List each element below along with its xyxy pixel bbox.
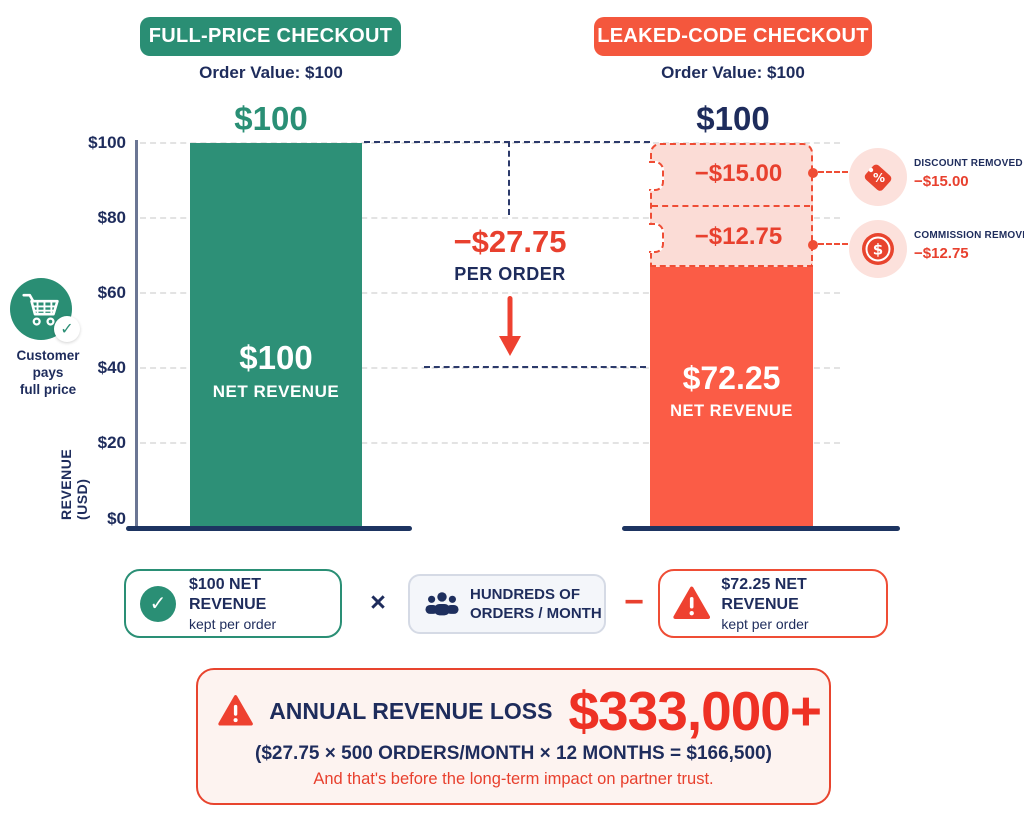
orders-line2: ORDERS / MONTH [470, 605, 602, 622]
commission-callout-value: −$12.75 [914, 245, 969, 262]
connector-dot-1 [808, 168, 818, 178]
full-price-bar-value: $100 [239, 339, 313, 376]
vertical-dashed-line [508, 141, 510, 215]
coupon-notch-2 [649, 223, 664, 253]
cart-caption: Customer pays full price [0, 348, 96, 399]
y-tick-40: $40 [97, 358, 126, 377]
coupon-divider [652, 205, 810, 207]
full-price-bar: $100 NET REVENUE [190, 143, 362, 527]
minus-operator: − [624, 583, 644, 621]
commission-callout: COMMISSION REMOVED −$12.75 [914, 230, 1024, 262]
left-baseline [126, 526, 412, 531]
cart-caption-line1: Customer pays [16, 348, 80, 380]
commission-deduction: −$12.75 [694, 223, 783, 250]
left-bar-total: $100 [234, 100, 308, 137]
annual-loss-banner: ANNUAL REVENUE LOSS $333,000+ ($27.75 × … [196, 668, 831, 805]
svg-text:%: % [873, 171, 885, 185]
customer-cart-figure: ✓ [10, 278, 86, 344]
leaked-code-bar-label: NET REVENUE [670, 402, 793, 420]
y-tick-20: $20 [97, 433, 126, 452]
orders-per-month-text: HUNDREDS OF ORDERS / MONTH [470, 585, 602, 624]
banner-warning-icon [218, 695, 253, 726]
times-operator: × [370, 587, 386, 617]
people-icon [425, 592, 459, 616]
commission-coin-icon: $ [849, 220, 907, 278]
check-circle-icon: ✓ [140, 585, 176, 622]
gridline-80 [140, 217, 840, 219]
leaked-code-bar-value: $72.25 [682, 360, 781, 396]
right-baseline [622, 526, 900, 531]
check-badge-icon: ✓ [54, 316, 80, 342]
leaked-code-summary-sub: kept per order [721, 615, 809, 632]
discount-callout-value: −$15.00 [914, 173, 969, 190]
down-arrow-icon [495, 296, 525, 363]
y-tick-80: $80 [97, 208, 126, 227]
connector-line-2 [818, 243, 848, 245]
full-price-checkout-badge: FULL-PRICE CHECKOUT [140, 17, 401, 56]
per-order-loss-label: PER ORDER [454, 264, 566, 284]
left-order-value: Order Value: $100 [199, 63, 343, 82]
banner-formula: ($27.75 × 500 ORDERS/MONTH × 12 MONTHS =… [255, 743, 772, 764]
discount-deduction: −$15.00 [694, 160, 783, 187]
gridline-60 [140, 292, 840, 294]
discount-callout-title: DISCOUNT REMOVED [914, 158, 1023, 169]
leaked-code-checkout-badge: LEAKED-CODE CHECKOUT [594, 17, 872, 56]
gridline-20 [140, 442, 840, 444]
top-dashed-line [364, 141, 650, 143]
full-price-bar-label: NET REVENUE [212, 382, 340, 401]
y-axis-label: REVENUE (USD) [58, 448, 90, 520]
full-price-summary-value: $100 NET REVENUE [189, 576, 267, 613]
y-tick-60: $60 [97, 283, 126, 302]
gridline-40 [140, 367, 840, 369]
right-order-value: Order Value: $100 [661, 63, 805, 82]
bottom-dashed-line [424, 366, 646, 368]
leaked-code-summary-card: $72.25 NET REVENUE kept per order [658, 569, 888, 638]
full-price-summary-sub: kept per order [189, 615, 277, 632]
leaked-code-bar: $72.25 NET REVENUE [650, 267, 813, 527]
y-tick-0: $0 [107, 509, 126, 528]
connector-dot-2 [808, 240, 818, 250]
connector-line-1 [818, 171, 848, 173]
commission-callout-title: COMMISSION REMOVED [914, 230, 1024, 241]
banner-amount: $333,000+ [568, 680, 822, 742]
y-tick-100: $100 [88, 133, 126, 152]
right-bar-total: $100 [696, 100, 770, 137]
leaked-code-summary-value: $72.25 NET REVENUE [721, 576, 807, 613]
cart-caption-line2: full price [19, 381, 77, 397]
orders-per-month-card: HUNDREDS OF ORDERS / MONTH [408, 574, 606, 634]
warning-triangle-icon [673, 586, 711, 619]
per-order-loss-value: −$27.75 [453, 224, 567, 259]
svg-text:$: $ [873, 241, 883, 259]
discount-tag-icon: % [849, 148, 907, 206]
deductions-coupon-stack: −$15.00 −$12.75 [649, 143, 813, 267]
discount-callout: DISCOUNT REMOVED −$15.00 [914, 158, 1023, 190]
banner-note: And that's before the long-term impact o… [313, 770, 714, 788]
y-axis-line [135, 140, 138, 530]
full-price-summary-card: ✓ $100 NET REVENUE kept per order [124, 569, 342, 638]
gridline-100 [140, 142, 840, 144]
banner-title: ANNUAL REVENUE LOSS [269, 697, 553, 724]
coupon-notch-1 [649, 161, 664, 191]
orders-line1: HUNDREDS OF [470, 585, 581, 603]
